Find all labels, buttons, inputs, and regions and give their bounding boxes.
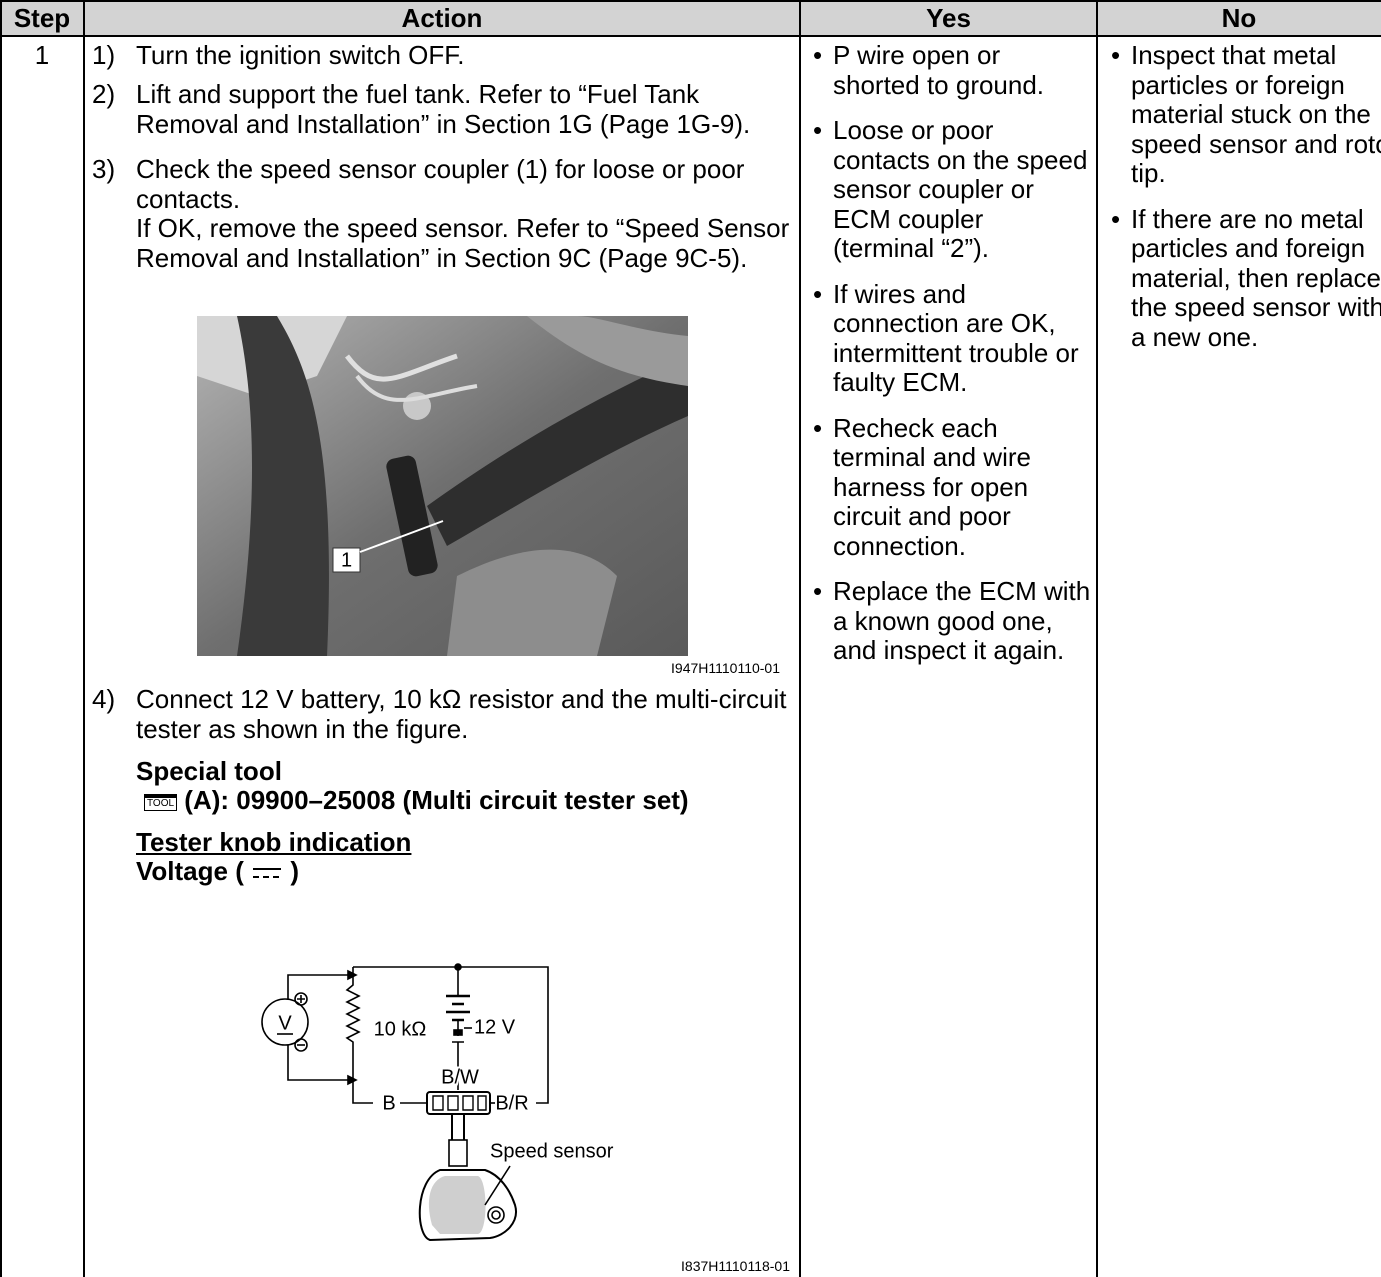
tool-icon: TOOL [144, 793, 178, 811]
bullet: • [813, 412, 823, 443]
list-text: Recheck each terminal and wire harness f… [833, 412, 1031, 561]
wire-label: B/W [441, 1066, 479, 1088]
list-item: • Replace the ECM with a known good one, … [813, 576, 1091, 666]
dc-symbol [253, 868, 282, 879]
photo: 1 [197, 316, 688, 656]
header-cell: Action [401, 3, 483, 33]
step-text: Lift and support the fuel tank. Refer to… [136, 79, 751, 139]
resistor-label: 10 kΩ [374, 1018, 427, 1040]
list-text: If there are no metal particles and fore… [1131, 203, 1381, 352]
border [1096, 0, 1098, 1277]
bullet: • [1111, 40, 1121, 70]
step-index: 1) [92, 40, 116, 70]
list-item: • P wire open or shorted to ground. [813, 40, 1091, 100]
list-item: • Recheck each terminal and wire harness … [813, 412, 1091, 562]
border [0, 0, 2, 1277]
circuit-diagram: V B 10 kΩ 12 V B/W B/W B/R [261, 963, 614, 1242]
step-number: 1 [34, 40, 50, 70]
figure-code: I837H1110118-01 [681, 1258, 790, 1274]
header-cell: Yes [926, 3, 971, 33]
border [799, 0, 801, 1277]
bullet: • [813, 576, 823, 606]
border [0, 35, 1381, 37]
list-item: • Loose or poor contacts on the speed sen… [813, 115, 1091, 264]
tester-suffix: ) [290, 856, 299, 886]
sensor-label: Speed sensor [490, 1140, 614, 1162]
step-index: 4) [92, 684, 116, 714]
tester-heading: Tester knob indication [136, 827, 412, 857]
step-text: Turn the ignition switch OFF. [136, 40, 465, 70]
figure-code: I947H1110110-01 [671, 660, 780, 676]
bullet: • [813, 40, 823, 70]
list-text: P wire open or shorted to ground. [833, 40, 1045, 100]
bullet: • [813, 115, 823, 145]
header-background [0, 0, 1381, 36]
no-list: • Inspect that metal particles or foreign… [1111, 40, 1381, 368]
wire-label: B [382, 1092, 395, 1114]
step-text: Connect 12 V battery, 10 kΩ resistor and… [136, 684, 787, 744]
step-subtext: If OK, remove the speed sensor. Refer to… [136, 213, 790, 273]
list-text: Replace the ECM with a known good one, a… [833, 576, 1091, 665]
bullet: • [813, 278, 823, 309]
tester-prefix: Voltage ( [136, 856, 244, 886]
special-tool-line: TOOL (A): 09900–25008 (Multi circuit tes… [144, 785, 804, 816]
list-item: • Inspect that metal particles or foreign… [1111, 40, 1381, 189]
list-item: • If wires and connection are OK, intermi… [813, 278, 1091, 398]
list-item: • If there are no metal particles and for… [1111, 203, 1381, 353]
header-cell: Step [13, 3, 71, 33]
tester-value: Voltage ( ) [136, 856, 796, 887]
special-tool-heading: Special tool [136, 756, 282, 786]
header-cell: No [1221, 3, 1257, 33]
wire-label-halo: B/W [441, 1066, 479, 1088]
photo-callout: 1 [341, 549, 352, 571]
step-text-line: Check the speed sensor coupler (1) for l… [136, 154, 745, 214]
wire-label: B/R [495, 1092, 528, 1114]
list-text: Loose or poor contacts on the speed sens… [833, 115, 1088, 263]
list-text: Inspect that metal particles or foreign … [1131, 40, 1381, 188]
border [83, 0, 85, 1277]
step-index: 3) [92, 154, 116, 184]
bullet: • [1111, 203, 1121, 234]
meter-label: V [278, 1012, 292, 1034]
battery-label: 12 V [474, 1016, 516, 1038]
special-tool: (A): 09900–25008 (Multi circuit tester s… [184, 785, 689, 815]
step-index: 2) [92, 79, 116, 109]
yes-list: • P wire open or shorted to ground. • Loose… [813, 40, 1091, 682]
step-text: Check the speed sensor coupler (1) for l… [136, 154, 796, 273]
border [0, 0, 1381, 2]
list-text: If wires and connection are OK, intermit… [833, 278, 1079, 397]
